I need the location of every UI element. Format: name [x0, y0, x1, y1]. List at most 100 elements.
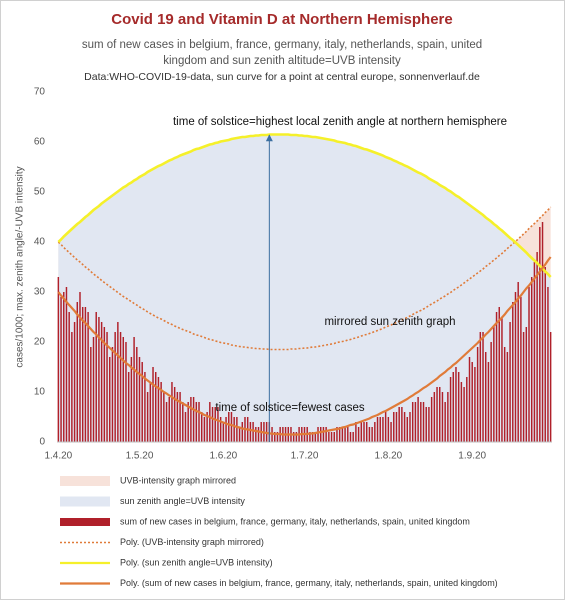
bar [476, 347, 479, 442]
bar [149, 382, 152, 442]
bar [471, 362, 473, 442]
annotation: time of solstice=fewest cases [215, 402, 364, 414]
bar [203, 417, 206, 442]
bar [106, 332, 108, 442]
bar [274, 432, 276, 442]
bar [487, 362, 490, 442]
bar [387, 417, 390, 442]
bar [395, 412, 398, 442]
bar [100, 322, 103, 442]
bar [495, 312, 498, 442]
bar [241, 422, 244, 442]
bar [390, 422, 392, 442]
bar [81, 307, 84, 442]
bar [163, 392, 165, 442]
bar [417, 397, 419, 442]
bar [498, 307, 500, 442]
bar [463, 387, 465, 442]
bar [371, 427, 373, 442]
bar [414, 402, 417, 442]
bar [409, 412, 411, 442]
bar [433, 392, 436, 442]
bar [146, 392, 149, 442]
bar [130, 357, 133, 442]
bar [92, 337, 95, 442]
bar [125, 342, 127, 442]
x-tick-label: 1.9.20 [458, 451, 486, 462]
bar [328, 432, 330, 442]
bar [466, 377, 468, 442]
bar [233, 417, 235, 442]
x-tick-label: 1.4.20 [44, 451, 72, 462]
annotation: mirrored sun zenith graph [324, 316, 455, 328]
bar [179, 392, 181, 442]
bar [384, 412, 387, 442]
bar [98, 317, 100, 442]
legend-label: Poly. (sun zenith angle=UVB intensity) [120, 557, 273, 567]
bar [355, 422, 357, 442]
y-tick-label: 70 [34, 87, 46, 98]
bar [84, 307, 87, 442]
bar [206, 412, 208, 442]
bar [311, 432, 314, 442]
bar [336, 427, 338, 442]
y-tick-label: 20 [34, 337, 46, 348]
bar [430, 397, 433, 442]
bar [479, 332, 482, 442]
bar [76, 302, 79, 442]
bar [509, 322, 511, 442]
bar [365, 422, 368, 442]
bar [341, 427, 344, 442]
bar [65, 287, 68, 442]
bar [401, 407, 403, 442]
bar [141, 362, 143, 442]
bar [79, 292, 81, 442]
bar [249, 422, 252, 442]
bar [165, 402, 168, 442]
bar [493, 327, 495, 442]
bar [457, 372, 460, 442]
bar [114, 332, 116, 442]
bar [484, 352, 487, 442]
bar [533, 262, 536, 442]
x-tick-label: 1.6.20 [209, 451, 237, 462]
chart-title: Covid 19 and Vitamin D at Northern Hemis… [111, 11, 452, 28]
bar [322, 427, 325, 442]
bar [468, 357, 471, 442]
bar [325, 427, 327, 442]
bar [119, 332, 122, 442]
bar [333, 432, 335, 442]
bar [95, 312, 97, 442]
bar [447, 392, 449, 442]
bar [238, 427, 241, 442]
bar [217, 407, 219, 442]
bar [60, 297, 62, 442]
bar [352, 432, 354, 442]
bar [192, 397, 195, 442]
bar [349, 432, 352, 442]
y-tick-label: 30 [34, 287, 46, 298]
bar [517, 282, 519, 442]
bar [236, 417, 238, 442]
legend-label: Poly. (UVB-intensity graph mirrored) [120, 537, 264, 547]
legend-label: Poly. (sum of new cases in belgium, fran… [120, 578, 498, 588]
bar [338, 427, 341, 442]
bar [514, 292, 517, 442]
bar [425, 407, 427, 442]
bar [549, 332, 552, 442]
y-tick-label: 10 [34, 387, 46, 398]
bar [111, 347, 114, 442]
bar [176, 392, 179, 442]
bar [73, 322, 76, 442]
legend-label: UVB-intensity graph mirrored [120, 475, 236, 485]
bar [200, 412, 203, 442]
bar [187, 402, 189, 442]
bar [474, 367, 476, 442]
y-tick-label: 40 [34, 237, 46, 248]
bar [184, 412, 187, 442]
bar [127, 372, 130, 442]
legend-swatch [60, 476, 110, 486]
bar [309, 432, 311, 442]
bar [403, 412, 406, 442]
